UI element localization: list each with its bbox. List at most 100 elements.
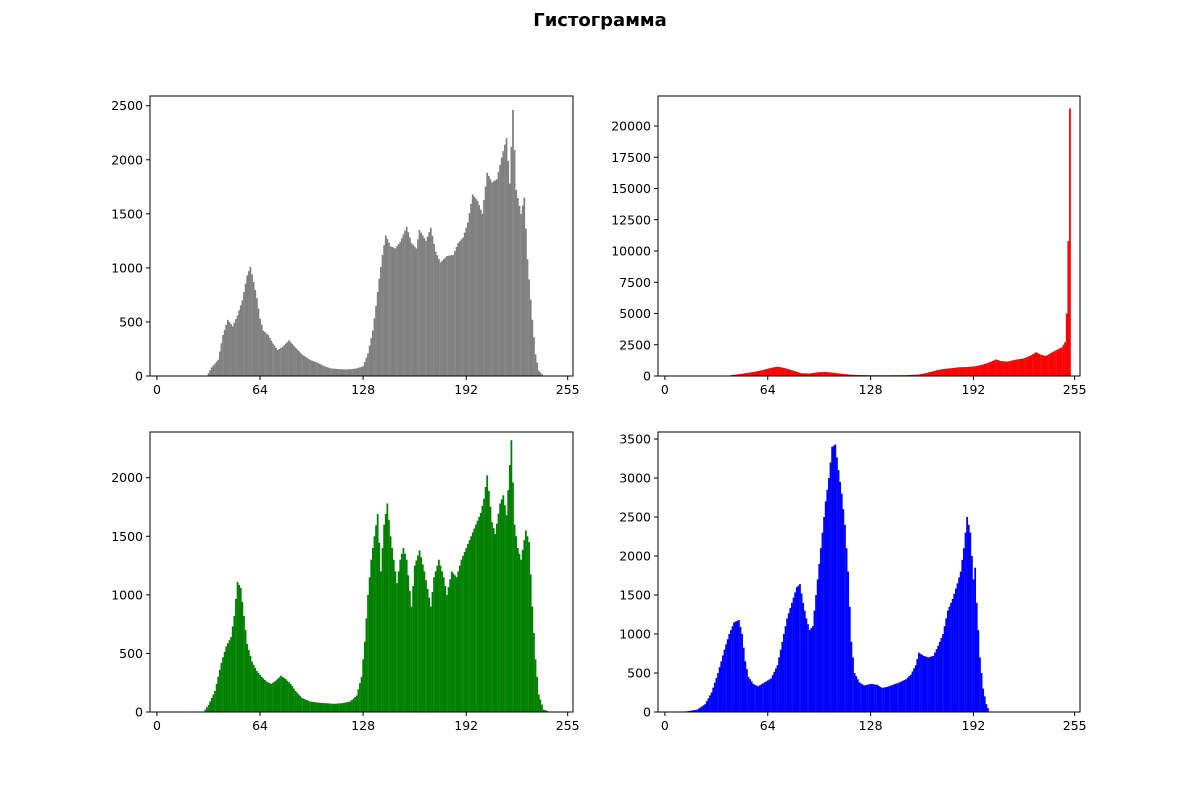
histogram-bar: [399, 559, 402, 712]
histogram-bar: [791, 602, 793, 712]
histogram-bar: [842, 509, 845, 712]
x-tick-label: 128: [859, 718, 883, 733]
y-tick-label: 3000: [619, 471, 651, 486]
histogram-bar: [420, 557, 423, 712]
histogram-bar: [492, 181, 495, 376]
histogram-bar: [741, 634, 743, 712]
histogram-bar: [847, 374, 850, 376]
histogram-bar: [486, 172, 489, 376]
histogram-bar: [929, 372, 932, 376]
histogram-bar: [460, 559, 463, 712]
histogram-bar: [341, 369, 344, 376]
histogram-bar: [734, 374, 737, 376]
histogram-bar: [824, 501, 827, 712]
histogram-bar: [829, 462, 832, 712]
histogram-bar: [276, 678, 279, 712]
histogram-bar: [236, 581, 239, 712]
histogram-bar: [813, 610, 816, 712]
histogram-bar: [1028, 356, 1031, 376]
histogram-bar: [845, 374, 848, 376]
histogram-bar: [752, 372, 755, 376]
histogram-bar: [508, 465, 511, 712]
histogram-bar: [394, 571, 397, 712]
histogram-bar: [400, 553, 403, 712]
histogram-bar: [479, 209, 482, 376]
histogram-bar: [241, 300, 244, 376]
y-tick-label: 1000: [619, 627, 651, 642]
histogram-bar: [417, 555, 419, 712]
histogram-bar: [924, 373, 927, 376]
histogram-bar: [210, 367, 213, 376]
histogram-bar: [950, 602, 952, 712]
histogram-bar: [462, 555, 464, 712]
histogram-bar: [255, 298, 258, 376]
histogram-bar: [768, 679, 771, 712]
histogram-bar: [898, 682, 901, 712]
histogram-bar: [990, 361, 993, 377]
histogram-bar: [355, 368, 358, 376]
histogram-bar: [749, 679, 752, 712]
histogram-bar: [471, 194, 474, 376]
histogram-bar: [238, 310, 241, 376]
histogram-bar: [264, 332, 266, 376]
histogram-bar: [513, 150, 516, 376]
histogram-bar: [982, 364, 985, 376]
histogram-bar: [781, 367, 784, 376]
histogram-bar: [781, 641, 784, 712]
histogram-bar: [244, 629, 247, 712]
histogram-bar: [347, 369, 350, 376]
histogram-bar: [816, 372, 819, 376]
histogram-bar: [423, 238, 426, 376]
histogram-bar: [368, 345, 371, 376]
histogram-bar: [371, 330, 374, 376]
histogram-bar: [935, 649, 938, 712]
histogram-bar: [774, 668, 777, 712]
x-tick-label: 128: [351, 718, 375, 733]
histogram-bar: [746, 669, 748, 712]
histogram-bar: [523, 540, 526, 712]
histogram-bar: [375, 305, 377, 376]
histogram-bar: [754, 684, 756, 712]
histogram-bar: [836, 457, 838, 712]
histogram-bar: [376, 514, 379, 712]
histogram-bar: [784, 368, 787, 376]
histogram-bar: [483, 498, 485, 712]
histogram-bar: [818, 372, 821, 376]
histogram-bar: [1065, 313, 1068, 376]
histogram-bar: [483, 200, 485, 376]
histogram-bar: [447, 255, 450, 376]
histogram-bar: [750, 681, 753, 712]
histogram-bar: [296, 349, 299, 376]
histogram-bar: [454, 250, 456, 376]
histogram-bar: [942, 634, 944, 712]
histogram-bar: [371, 547, 374, 712]
histogram-bar: [291, 686, 294, 712]
histogram-bar: [824, 372, 827, 376]
histogram-bar: [771, 367, 774, 376]
histogram-bar: [410, 606, 413, 712]
histogram-bar: [396, 246, 398, 376]
histogram-bar: [210, 697, 213, 712]
histogram-bar: [967, 524, 970, 712]
histogram-bar: [235, 598, 237, 712]
histogram-bar: [515, 190, 518, 376]
histogram-bar: [1020, 358, 1023, 376]
y-tick-label: 2500: [111, 98, 143, 113]
histogram-bar: [856, 679, 859, 712]
histogram-bar: [251, 274, 253, 376]
histogram-bar: [959, 367, 962, 376]
histogram-bar: [434, 251, 437, 376]
histogram-bar: [351, 368, 353, 376]
y-tick-label: 500: [119, 646, 143, 661]
histogram-bar: [415, 248, 418, 376]
histogram-bar: [475, 524, 477, 712]
histogram-bar: [954, 588, 957, 712]
histogram-bar: [507, 160, 510, 376]
histogram-bar: [795, 371, 798, 376]
y-tick-label: 0: [135, 369, 143, 384]
histogram-bar: [998, 360, 1001, 376]
histogram-bar: [479, 512, 482, 712]
histogram-bar: [776, 366, 779, 377]
histogram-bar: [525, 530, 527, 712]
histogram-bar: [367, 594, 369, 712]
